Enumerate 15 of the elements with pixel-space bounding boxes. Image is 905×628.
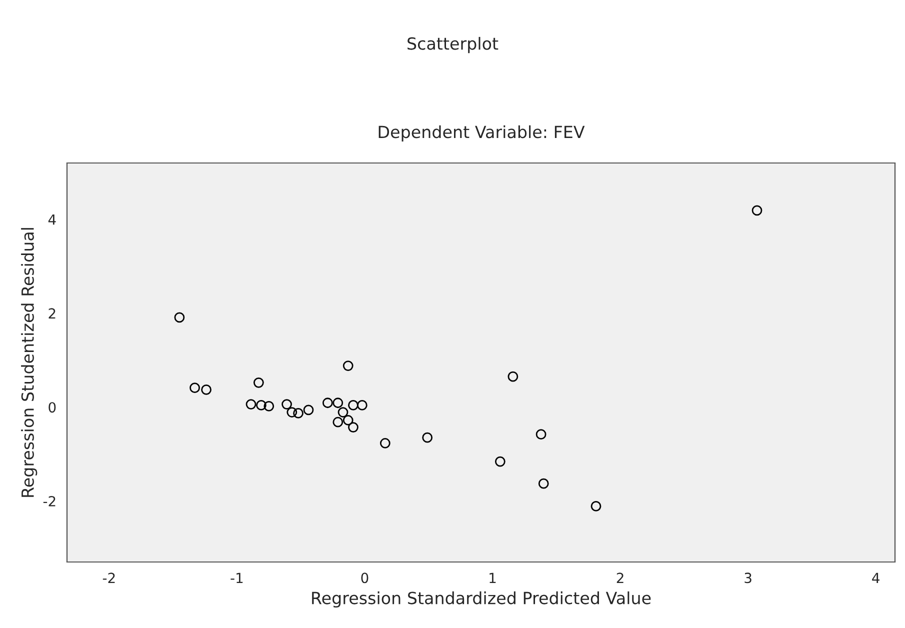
- y-tick-label: 0: [48, 402, 56, 413]
- x-tick-label: 3: [744, 572, 752, 584]
- y-tick-label: 2: [48, 308, 56, 318]
- x-tick-label: -2: [102, 572, 115, 583]
- x-axis-title: Regression Standardized Predicted Value: [312, 591, 651, 608]
- x-tick-label: 1: [490, 572, 496, 583]
- chart-subtitle: Dependent Variable: FEV: [378, 125, 585, 142]
- y-axis-title: Regression Studentized Residual: [21, 228, 38, 497]
- x-tick-label: -1: [230, 572, 243, 583]
- y-tick-label: 4: [48, 214, 56, 225]
- x-tick-label: 0: [361, 572, 368, 584]
- x-tick-label: 2: [616, 572, 624, 583]
- y-tick-label: -2: [43, 496, 56, 506]
- x-tick-label: 4: [872, 572, 880, 583]
- chart-title: Scatterplot: [408, 36, 498, 54]
